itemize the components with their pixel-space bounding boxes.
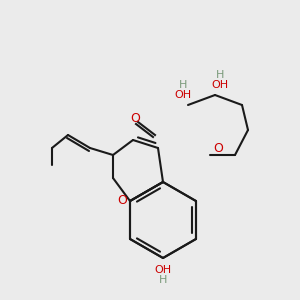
Text: H: H — [159, 275, 167, 285]
Text: O: O — [117, 194, 127, 208]
Text: H: H — [216, 70, 224, 80]
Text: O: O — [130, 112, 140, 125]
Text: OH: OH — [174, 90, 192, 100]
Text: H: H — [179, 80, 187, 90]
Text: O: O — [213, 142, 223, 154]
Text: OH: OH — [154, 265, 172, 275]
Text: OH: OH — [212, 80, 229, 90]
